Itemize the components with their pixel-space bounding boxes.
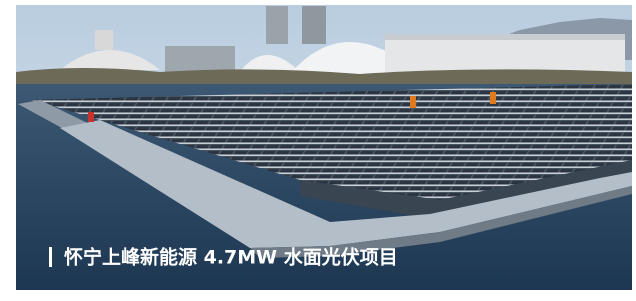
page: {"image": {"caption": "怀宁上峰新能源 4.7MW 水面光… — [0, 0, 636, 297]
caption-bar — [49, 247, 52, 267]
photo-frame: 怀宁上峰新能源 4.7MW 水面光伏项目 — [0, 0, 636, 297]
caption: 怀宁上峰新能源 4.7MW 水面光伏项目 — [64, 246, 398, 269]
